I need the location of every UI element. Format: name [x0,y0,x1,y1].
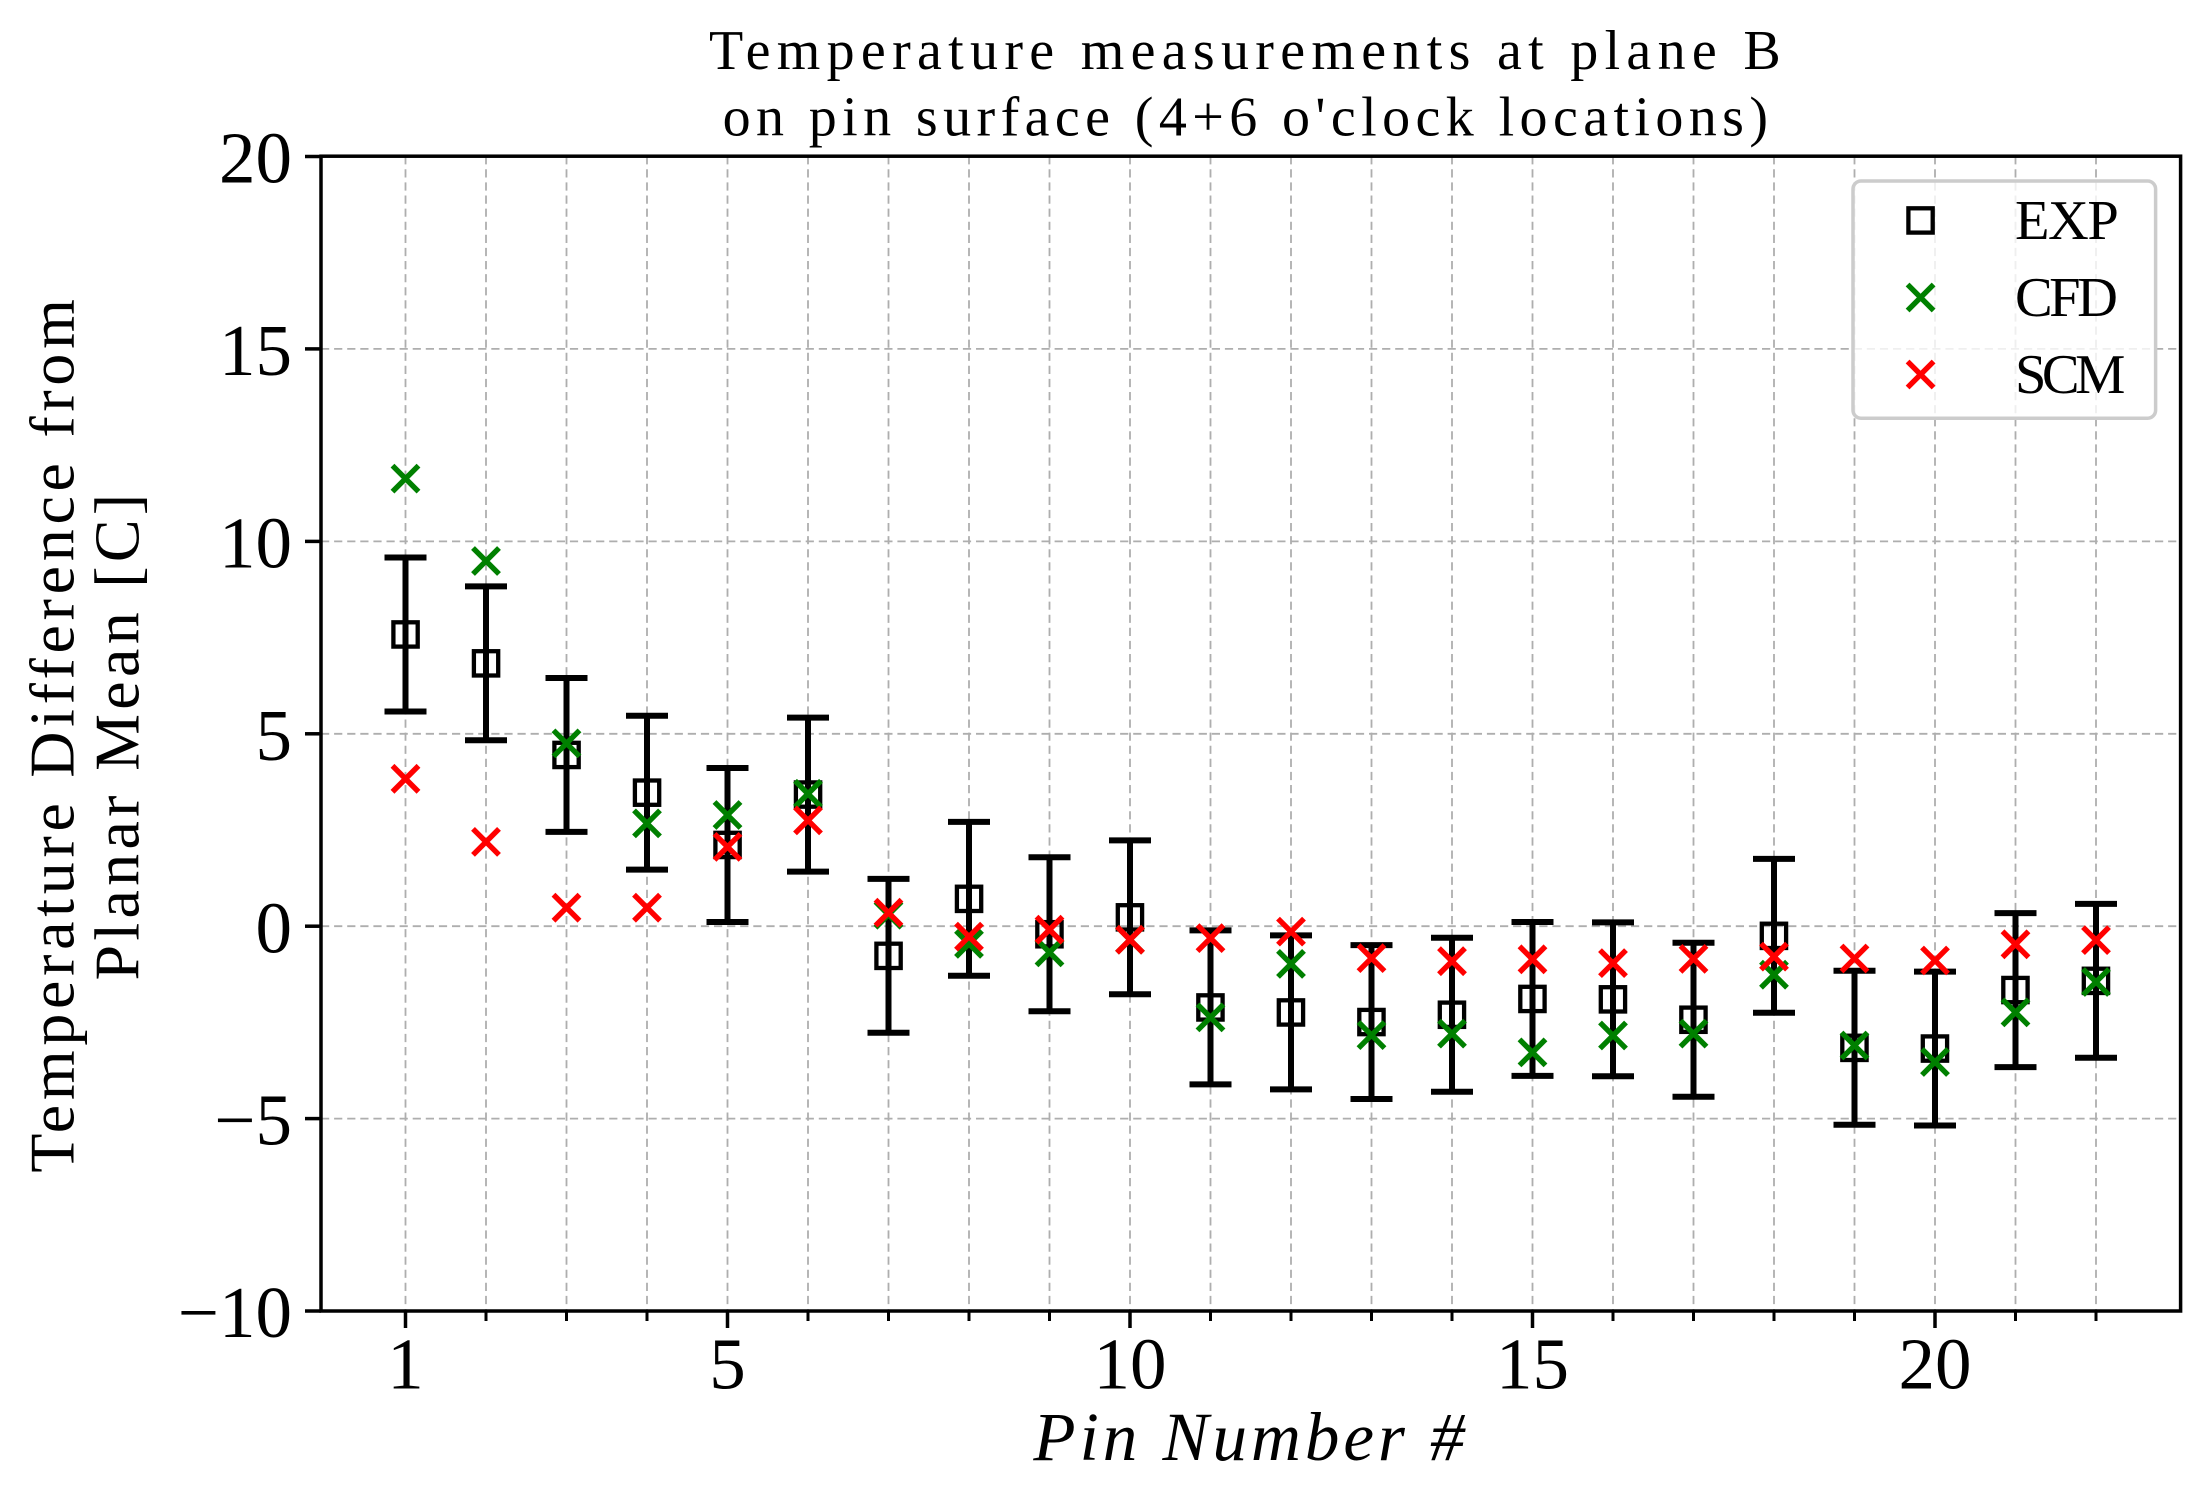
svg-text:SCM: SCM [2015,344,2124,406]
svg-text:Pin Number #: Pin Number # [1032,1399,1468,1475]
svg-text:5: 5 [709,1323,746,1404]
svg-text:Temperature Difference from: Temperature Difference from [16,294,87,1172]
svg-text:EXP: EXP [2015,190,2117,252]
svg-text:on pin surface (4+6 o'clock lo: on pin surface (4+6 o'clock locations) [723,86,1774,148]
svg-text:10: 10 [219,503,292,584]
svg-text:20: 20 [1899,1323,1972,1404]
svg-text:15: 15 [1496,1323,1569,1404]
svg-text:−5: −5 [214,1080,292,1161]
svg-text:1: 1 [387,1323,424,1404]
svg-text:−10: −10 [178,1272,292,1353]
svg-text:CFD: CFD [2015,267,2116,329]
svg-text:Planar Mean [C]: Planar Mean [C] [81,489,152,980]
svg-text:5: 5 [256,695,293,776]
svg-text:20: 20 [219,118,292,199]
svg-text:10: 10 [1094,1323,1167,1404]
svg-text:0: 0 [256,887,293,968]
svg-text:15: 15 [219,310,292,391]
svg-text:Temperature measurements at pl: Temperature measurements at plane B [709,20,1787,82]
